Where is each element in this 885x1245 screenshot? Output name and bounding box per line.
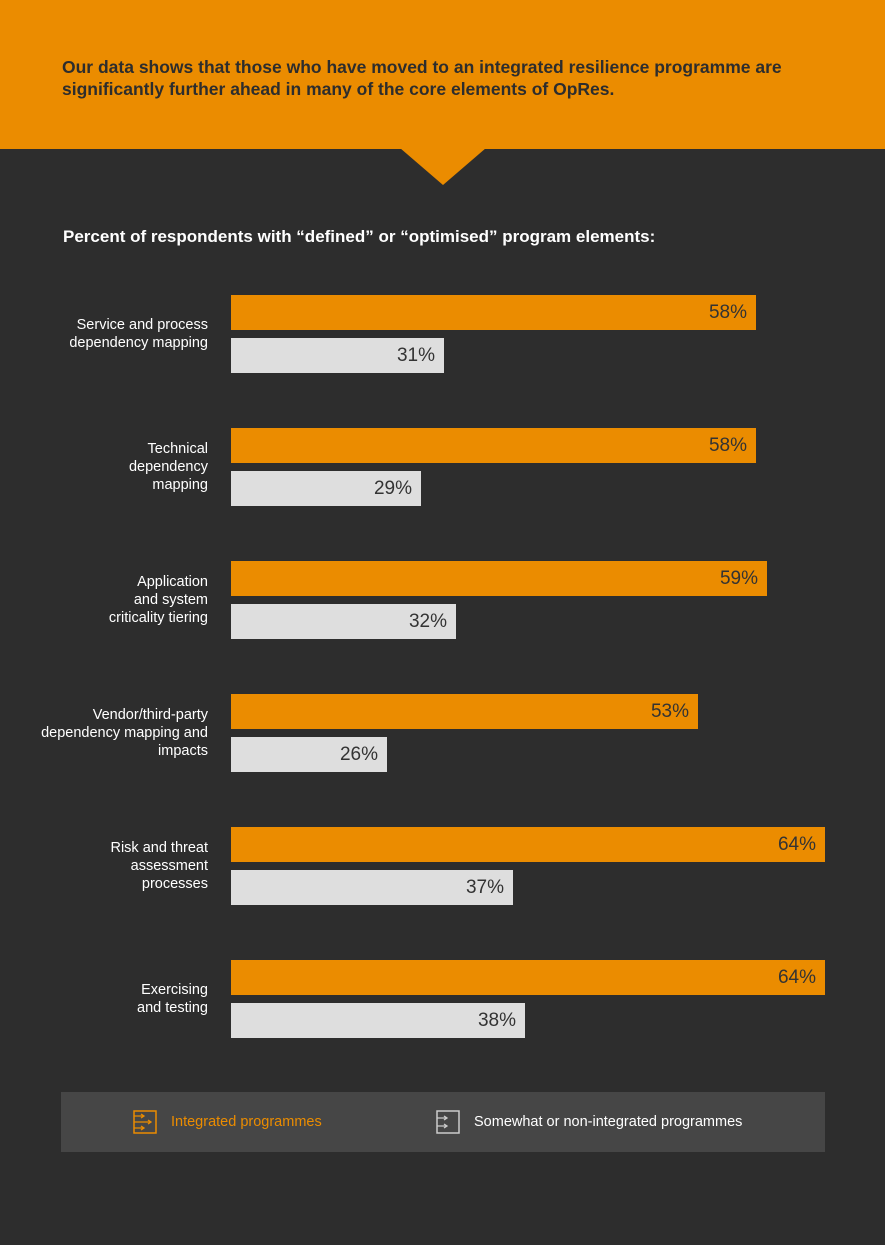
header-banner: Our data shows that those who have moved… (0, 0, 885, 149)
bar-non-integrated: 26% (231, 737, 387, 772)
arrows-icon (133, 1110, 157, 1134)
category-label: Exercising and testing (137, 960, 208, 1038)
legend-label-non-integrated: Somewhat or non-integrated programmes (474, 1114, 743, 1130)
data-label: 29% (373, 477, 412, 499)
data-label: 37% (465, 876, 504, 898)
category-label: Application and system criticality tieri… (109, 561, 208, 639)
data-label: 38% (477, 1009, 516, 1031)
chart-row: Exercising and testing 64% 38% (0, 960, 885, 1038)
header-text: Our data shows that those who have moved… (62, 57, 782, 99)
bar-non-integrated: 32% (231, 604, 456, 639)
data-label: 32% (408, 610, 447, 632)
chart-title: Percent of respondents with “defined” or… (63, 227, 656, 246)
data-label: 31% (396, 344, 435, 366)
bar-integrated: 58% (231, 428, 756, 463)
data-label: 64% (777, 966, 816, 988)
header-pointer (400, 148, 486, 185)
category-label-text: Exercising and testing (137, 982, 208, 1016)
bar-non-integrated: 29% (231, 471, 421, 506)
arrows-icon (436, 1110, 460, 1134)
chart-row: Vendor/third-party dependency mapping an… (0, 694, 885, 772)
chart-row: Technical dependency mapping 58% 29% (0, 428, 885, 506)
legend-label-integrated: Integrated programmes (171, 1114, 322, 1130)
chart-row: Service and process dependency mapping 58… (0, 295, 885, 373)
data-label: 26% (339, 743, 378, 765)
data-label: 58% (708, 301, 747, 323)
category-label-text: Vendor/third-party dependency mapping an… (41, 707, 208, 759)
data-label: 58% (708, 434, 747, 456)
bar-integrated: 64% (231, 827, 825, 862)
category-label-text: Technical dependency mapping (128, 441, 208, 493)
category-label: Vendor/third-party dependency mapping an… (41, 694, 208, 772)
bar-integrated: 59% (231, 561, 767, 596)
category-label: Risk and threat assessment processes (110, 827, 208, 905)
category-label: Technical dependency mapping (129, 428, 208, 506)
data-label: 59% (719, 567, 758, 589)
data-label: 53% (650, 700, 689, 722)
bar-integrated: 53% (231, 694, 698, 729)
category-label-text: Risk and threat assessment processes (110, 840, 208, 892)
bar-integrated: 64% (231, 960, 825, 995)
category-label-text: Application and system criticality tieri… (108, 574, 208, 626)
data-label: 64% (777, 833, 816, 855)
category-label: Service and process dependency mapping (69, 295, 208, 373)
legend-item-integrated: Integrated programmes (133, 1092, 322, 1152)
bar-integrated: 58% (231, 295, 756, 330)
legend: Integrated programmes Somewhat or non-in… (61, 1092, 825, 1152)
category-label-text: Service and process dependency mapping (69, 317, 208, 351)
chart-row: Application and system criticality tieri… (0, 561, 885, 639)
bar-non-integrated: 37% (231, 870, 513, 905)
bar-non-integrated: 38% (231, 1003, 525, 1038)
bar-non-integrated: 31% (231, 338, 444, 373)
chart-row: Risk and threat assessment processes 64% 3… (0, 827, 885, 905)
legend-item-non-integrated: Somewhat or non-integrated programmes (436, 1092, 742, 1152)
